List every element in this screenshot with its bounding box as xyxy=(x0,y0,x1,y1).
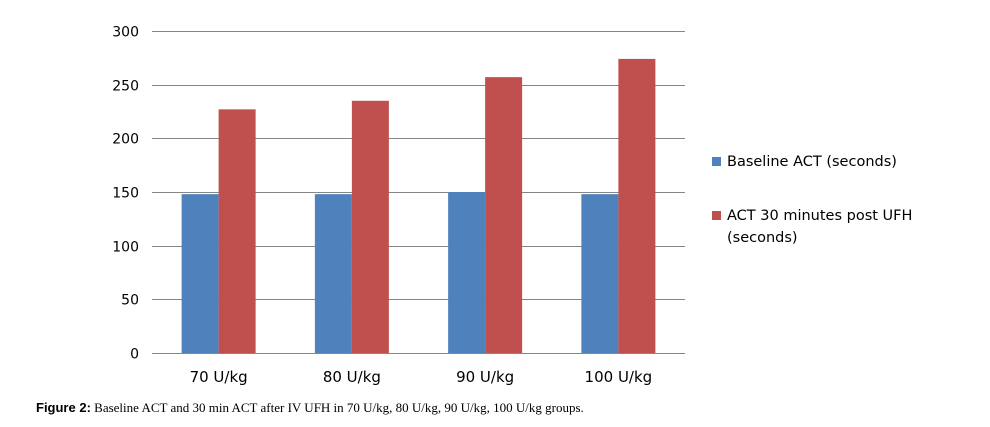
x-category-label: 70 U/kg xyxy=(190,368,248,386)
legend-item-baseline-act: Baseline ACT (seconds) xyxy=(712,154,897,170)
bar-act-30min-post-ufh xyxy=(485,77,523,354)
y-tick-label: 300 xyxy=(112,25,139,41)
y-tick-label: 250 xyxy=(112,79,139,95)
bars xyxy=(181,58,656,354)
y-axis-tick-labels: 0 50 100 150 200 250 300 xyxy=(112,25,139,363)
bar-act-30min-post-ufh xyxy=(351,100,389,354)
bar-act-30min-post-ufh xyxy=(218,109,256,353)
legend-swatch xyxy=(712,157,721,166)
legend-item-act-30min-post-ufh: ACT 30 minutes post UFH (seconds) xyxy=(712,208,912,246)
y-tick-label: 50 xyxy=(121,293,139,309)
legend-swatch xyxy=(712,211,721,220)
y-tick-label: 150 xyxy=(112,186,139,202)
bar-chart: 0 50 100 150 200 250 300 70 U/kg 80 U/kg 90 U/kg… xyxy=(112,25,912,387)
y-tick-label: 0 xyxy=(130,347,139,363)
caption-label: Figure 2: xyxy=(36,400,91,415)
bar-baseline-act xyxy=(448,192,486,353)
x-axis-category-labels: 70 U/kg 80 U/kg 90 U/kg 100 U/kg xyxy=(190,368,653,386)
x-category-label: 90 U/kg xyxy=(456,368,514,386)
y-tick-label: 200 xyxy=(112,132,139,148)
legend: Baseline ACT (seconds) ACT 30 minutes pos… xyxy=(712,154,912,246)
legend-label: ACT 30 minutes post UFH xyxy=(727,208,912,224)
bar-baseline-act xyxy=(181,194,219,353)
legend-label: (seconds) xyxy=(727,230,798,246)
bar-baseline-act xyxy=(314,194,352,353)
caption-text: Baseline ACT and 30 min ACT after IV UFH… xyxy=(90,400,584,415)
legend-label: Baseline ACT (seconds) xyxy=(727,154,897,170)
x-category-label: 80 U/kg xyxy=(323,368,381,386)
y-tick-label: 100 xyxy=(112,240,139,256)
x-category-label: 100 U/kg xyxy=(585,368,653,386)
bar-baseline-act xyxy=(581,194,619,353)
bar-act-30min-post-ufh xyxy=(618,58,656,353)
figure-caption: Figure 2: Baseline ACT and 30 min ACT af… xyxy=(36,400,584,416)
